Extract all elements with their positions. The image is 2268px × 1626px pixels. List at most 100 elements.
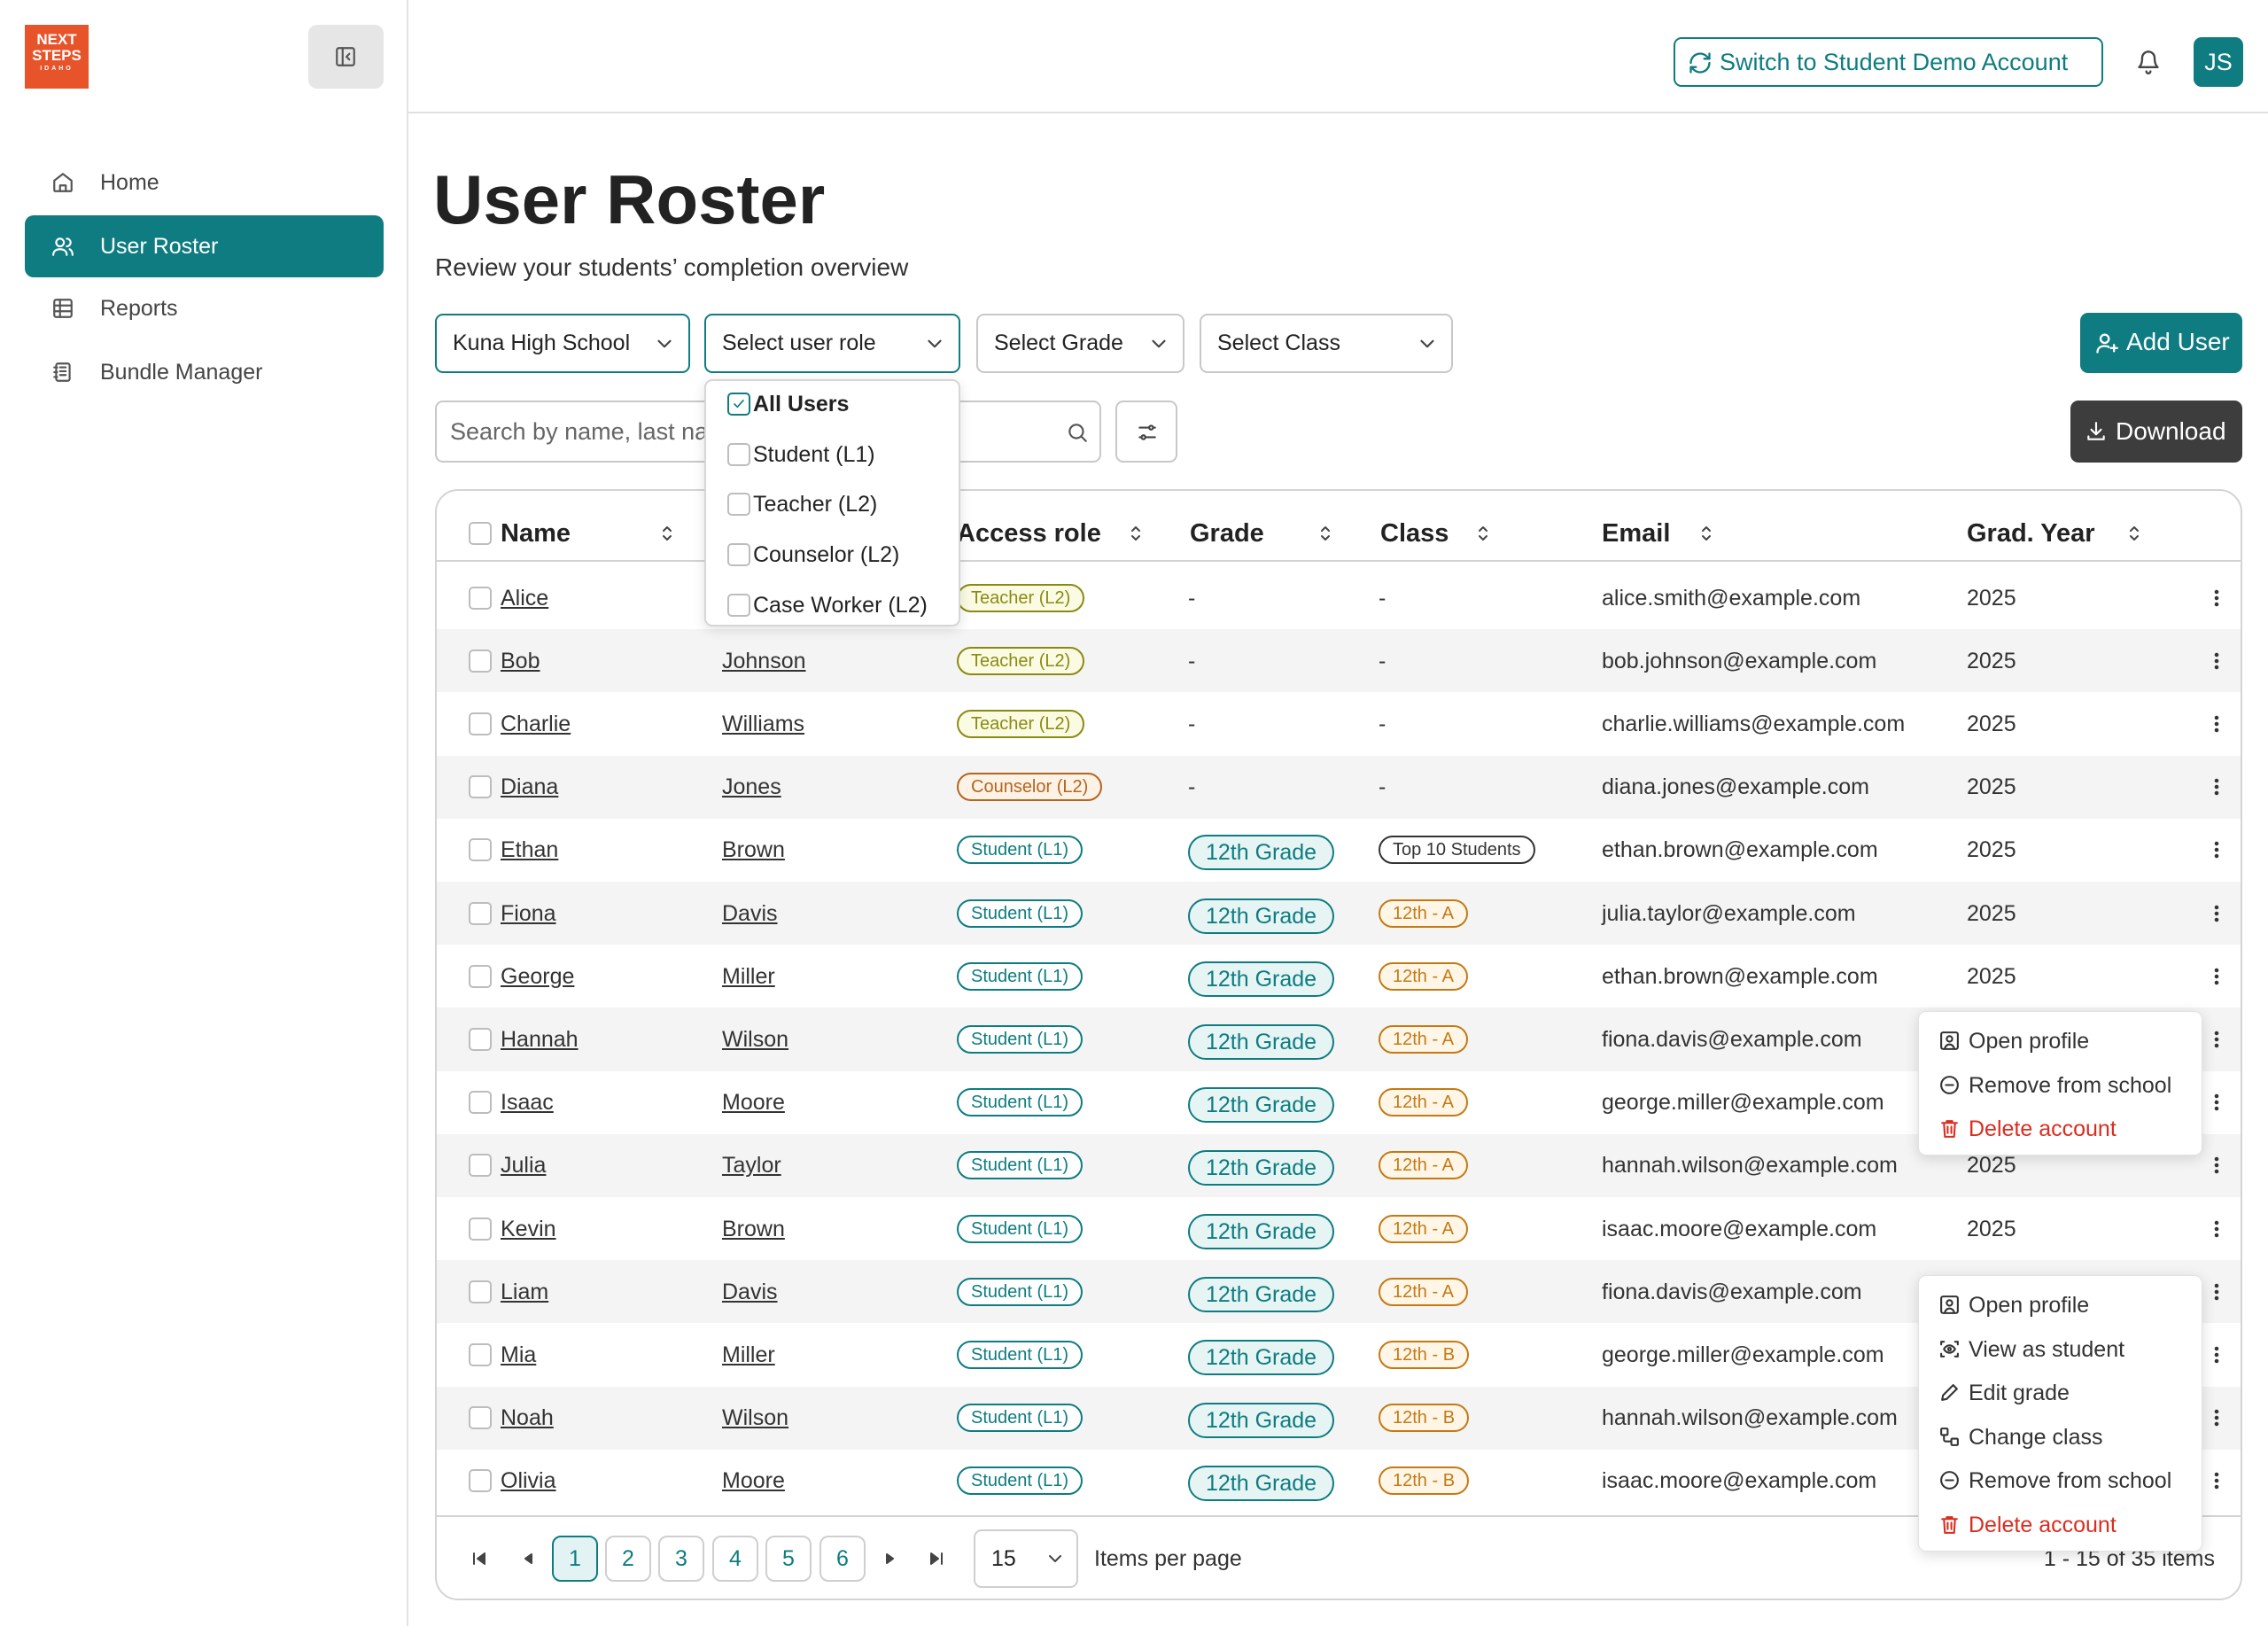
menu-item[interactable]: Change class bbox=[1919, 1415, 2202, 1459]
row-actions-button[interactable] bbox=[2206, 776, 2227, 797]
checkbox[interactable] bbox=[469, 1280, 492, 1303]
checkbox[interactable] bbox=[469, 1342, 492, 1366]
row-actions-button[interactable] bbox=[2206, 1344, 2227, 1365]
checkbox[interactable] bbox=[469, 1027, 492, 1051]
checkbox[interactable] bbox=[469, 649, 492, 673]
notification-bell[interactable] bbox=[2136, 50, 2161, 74]
last-name-link[interactable]: Johnson bbox=[722, 648, 806, 673]
filter-settings-button[interactable] bbox=[1115, 401, 1177, 463]
page-button[interactable]: 5 bbox=[765, 1536, 812, 1582]
row-actions-button[interactable] bbox=[2206, 839, 2227, 860]
checkbox[interactable] bbox=[469, 586, 492, 610]
pagination-nav[interactable] bbox=[517, 1548, 539, 1569]
add-user-button[interactable]: Add User bbox=[2080, 313, 2242, 373]
menu-item[interactable]: Remove from school bbox=[1919, 1459, 2202, 1503]
page-button[interactable]: 3 bbox=[658, 1536, 704, 1582]
first-name-link[interactable]: Ethan bbox=[501, 837, 559, 863]
menu-item[interactable]: View as student bbox=[1919, 1327, 2202, 1372]
checkbox[interactable] bbox=[469, 712, 492, 735]
first-name-link[interactable]: Charlie bbox=[501, 711, 571, 736]
sort-icon[interactable] bbox=[2124, 523, 2145, 544]
last-name-link[interactable]: Moore bbox=[722, 1090, 785, 1116]
first-name-link[interactable]: Liam bbox=[501, 1279, 549, 1304]
row-actions-button[interactable] bbox=[2206, 1092, 2227, 1113]
dropdown-option[interactable]: Teacher (L2) bbox=[706, 479, 959, 529]
first-name-link[interactable]: Hannah bbox=[501, 1026, 579, 1052]
checkbox[interactable] bbox=[469, 522, 492, 545]
filter-select[interactable]: Select user role bbox=[704, 314, 960, 373]
checkbox[interactable] bbox=[727, 443, 750, 466]
last-name-link[interactable]: Williams bbox=[722, 711, 805, 736]
filter-select[interactable]: Select Class bbox=[1200, 314, 1453, 373]
avatar[interactable]: JS bbox=[2194, 37, 2243, 87]
page-button[interactable]: 1 bbox=[552, 1536, 598, 1582]
checkbox[interactable] bbox=[469, 1154, 492, 1178]
row-actions-button[interactable] bbox=[2206, 1470, 2227, 1491]
menu-item[interactable]: Open profile bbox=[1919, 1283, 2202, 1327]
sort-icon[interactable] bbox=[1315, 523, 1336, 544]
last-name-link[interactable]: Wilson bbox=[722, 1405, 789, 1431]
row-actions-button[interactable] bbox=[2206, 903, 2227, 924]
nav-item[interactable]: Reports bbox=[25, 277, 384, 339]
download-button[interactable]: Download bbox=[2070, 401, 2242, 463]
menu-item[interactable]: Remove from school bbox=[1919, 1063, 2202, 1108]
pagination-nav[interactable] bbox=[469, 1548, 490, 1569]
nav-item[interactable]: User Roster bbox=[25, 215, 384, 277]
page-button[interactable]: 4 bbox=[712, 1536, 758, 1582]
row-actions-button[interactable] bbox=[2206, 1029, 2227, 1050]
checkbox[interactable] bbox=[727, 393, 750, 416]
page-button[interactable]: 2 bbox=[605, 1536, 651, 1582]
menu-item[interactable]: Edit grade bbox=[1919, 1371, 2202, 1415]
first-name-link[interactable]: Fiona bbox=[501, 900, 556, 926]
dropdown-option[interactable]: Case Worker (L2) bbox=[706, 580, 959, 630]
checkbox[interactable] bbox=[469, 1469, 492, 1493]
nav-item[interactable]: Home bbox=[25, 152, 384, 214]
checkbox[interactable] bbox=[469, 964, 492, 988]
sort-icon[interactable] bbox=[1472, 523, 1494, 544]
sort-icon[interactable] bbox=[1125, 523, 1146, 544]
row-actions-button[interactable] bbox=[2206, 587, 2227, 609]
checkbox[interactable] bbox=[727, 493, 750, 516]
collapse-button[interactable] bbox=[308, 25, 384, 89]
last-name-link[interactable]: Wilson bbox=[722, 1026, 789, 1052]
row-actions-button[interactable] bbox=[2206, 1407, 2227, 1428]
first-name-link[interactable]: Noah bbox=[501, 1405, 554, 1431]
switch-demo-button[interactable]: Switch to Student Demo Account bbox=[1674, 37, 2103, 87]
first-name-link[interactable]: Kevin bbox=[501, 1216, 556, 1241]
last-name-link[interactable]: Taylor bbox=[722, 1153, 781, 1179]
checkbox[interactable] bbox=[469, 1406, 492, 1430]
sort-icon[interactable] bbox=[1696, 523, 1717, 544]
last-name-link[interactable]: Brown bbox=[722, 837, 785, 863]
page-button[interactable]: 6 bbox=[819, 1536, 866, 1582]
checkbox[interactable] bbox=[727, 543, 750, 566]
per-page-select[interactable]: 15 bbox=[974, 1529, 1078, 1588]
first-name-link[interactable]: Alice bbox=[501, 585, 549, 611]
row-actions-button[interactable] bbox=[2206, 713, 2227, 735]
first-name-link[interactable]: Julia bbox=[501, 1153, 547, 1179]
row-actions-button[interactable] bbox=[2206, 1218, 2227, 1240]
last-name-link[interactable]: Moore bbox=[722, 1468, 785, 1494]
last-name-link[interactable]: Davis bbox=[722, 900, 778, 926]
first-name-link[interactable]: Mia bbox=[501, 1342, 537, 1367]
first-name-link[interactable]: Diana bbox=[501, 774, 559, 800]
dropdown-option[interactable]: Counselor (L2) bbox=[706, 530, 959, 580]
checkbox[interactable] bbox=[469, 838, 492, 862]
dropdown-option[interactable]: All Users bbox=[706, 379, 959, 429]
filter-select[interactable]: Kuna High School bbox=[435, 314, 690, 373]
row-actions-button[interactable] bbox=[2206, 966, 2227, 987]
checkbox[interactable] bbox=[469, 901, 492, 925]
menu-item[interactable]: Delete account bbox=[1919, 1503, 2202, 1547]
checkbox[interactable] bbox=[727, 594, 750, 617]
first-name-link[interactable]: Bob bbox=[501, 648, 540, 673]
filter-select[interactable]: Select Grade bbox=[976, 314, 1184, 373]
pagination-nav[interactable] bbox=[880, 1548, 901, 1569]
checkbox[interactable] bbox=[469, 1217, 492, 1241]
checkbox[interactable] bbox=[469, 1091, 492, 1115]
checkbox[interactable] bbox=[469, 775, 492, 799]
last-name-link[interactable]: Jones bbox=[722, 774, 781, 800]
menu-item[interactable]: Delete account bbox=[1919, 1107, 2202, 1151]
first-name-link[interactable]: Olivia bbox=[501, 1468, 556, 1494]
row-actions-button[interactable] bbox=[2206, 1155, 2227, 1176]
last-name-link[interactable]: Miller bbox=[722, 963, 775, 989]
last-name-link[interactable]: Brown bbox=[722, 1216, 785, 1241]
